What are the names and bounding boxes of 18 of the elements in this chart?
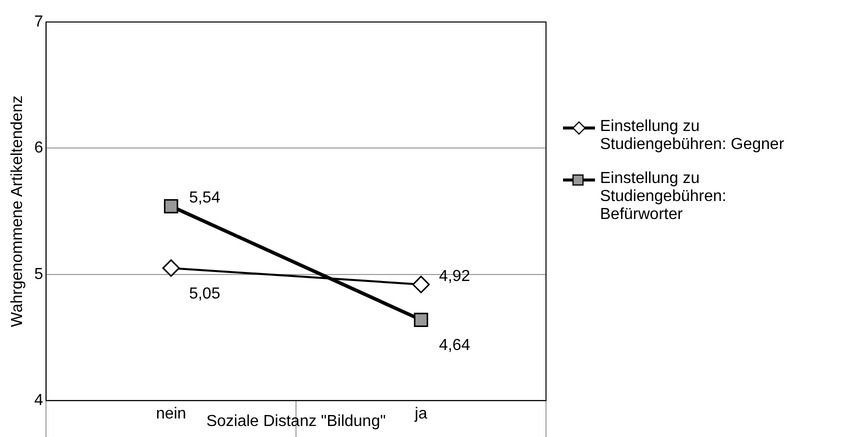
data-label: 5,05 bbox=[189, 285, 220, 302]
y-tick-label: 4 bbox=[34, 392, 44, 410]
y-tick-label: 6 bbox=[34, 140, 44, 157]
x-tick-label: nein bbox=[156, 406, 186, 423]
data-label: 5,54 bbox=[189, 190, 220, 207]
point bbox=[162, 259, 180, 277]
point bbox=[412, 276, 430, 294]
legend-label: Einstellung zu Studiengebühren: Befürworter bbox=[600, 170, 728, 224]
y-tick-label: 7 bbox=[34, 13, 44, 30]
y-axis-title: Wahrgenommene Artikeltendenz bbox=[9, 96, 26, 328]
data-label: 4,92 bbox=[439, 268, 470, 285]
y-tick-label: 5 bbox=[34, 266, 44, 283]
point bbox=[414, 312, 428, 327]
legend-label: Einstellung zu Studiengebühren: Gegner bbox=[600, 118, 786, 154]
data-label: 4,64 bbox=[439, 337, 470, 354]
point bbox=[164, 199, 178, 214]
x-tick-label: ja bbox=[414, 406, 428, 423]
x-axis-title: Soziale Distanz "Bildung" bbox=[206, 412, 386, 430]
